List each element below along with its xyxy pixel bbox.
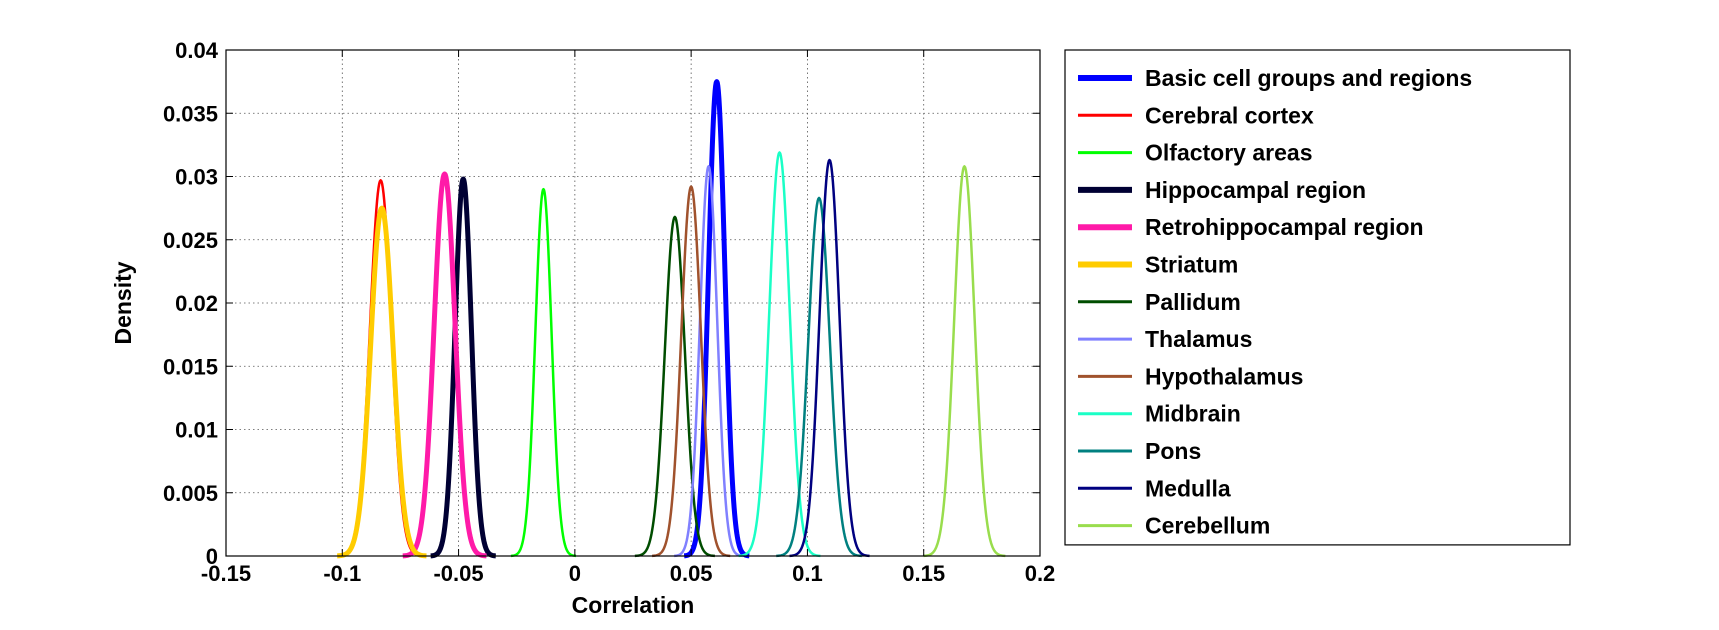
y-tick-label: 0.035 [163, 101, 218, 126]
y-tick-label: 0 [206, 544, 218, 569]
legend-box [1064, 49, 1571, 546]
legend-label: Striatum [1145, 252, 1238, 278]
series-line [738, 151, 822, 558]
series-line [335, 205, 429, 559]
series-line [428, 176, 498, 559]
legend-label: Olfactory areas [1145, 140, 1312, 166]
y-tick-label: 0.02 [175, 291, 218, 316]
density-curves [335, 79, 1006, 559]
series-line [682, 79, 752, 559]
y-tick-label: 0.03 [175, 165, 218, 190]
x-tick-label: -0.1 [323, 561, 361, 586]
series-line [673, 165, 744, 558]
series-line [788, 158, 871, 558]
x-tick-label: 0.2 [1025, 561, 1056, 586]
legend-label: Pons [1145, 438, 1201, 464]
series-line [775, 196, 863, 558]
legend-items: Basic cell groups and regions Cerebral co… [1078, 65, 1472, 539]
series-line [510, 187, 577, 558]
x-tick-label: 0.15 [902, 561, 945, 586]
series-line [922, 165, 1006, 558]
legend-label: Thalamus [1145, 326, 1252, 352]
y-tick-label: 0.01 [175, 418, 218, 443]
x-tick-label: -0.15 [201, 561, 251, 586]
x-tick-label: 0 [569, 561, 581, 586]
axis-ticks: -0.15 -0.1 -0.05 0 0.05 0.1 0.15 0.2 0 0.005 0.01 0… [163, 38, 1055, 586]
legend-label: Cerebellum [1145, 513, 1270, 539]
y-tick-label: 0.005 [163, 481, 218, 506]
x-axis-label: Correlation [572, 592, 695, 618]
series-line [400, 171, 489, 559]
legend-label: Hippocampal region [1145, 177, 1366, 203]
y-tick-label: 0.025 [163, 228, 218, 253]
legend-label: Pallidum [1145, 289, 1241, 315]
legend-label: Midbrain [1145, 401, 1241, 427]
legend-label: Retrohippocampal region [1145, 214, 1424, 240]
legend-label: Hypothalamus [1145, 363, 1303, 389]
legend-label: Basic cell groups and regions [1145, 65, 1472, 91]
legend-label: Cerebral cortex [1145, 102, 1314, 128]
series-line [651, 185, 731, 558]
y-tick-label: 0.015 [163, 354, 218, 379]
x-tick-label: 0.1 [792, 561, 823, 586]
x-tick-label: -0.05 [433, 561, 483, 586]
legend-label: Medulla [1145, 475, 1231, 501]
y-axis-label: Density [110, 261, 136, 344]
series-line [634, 215, 716, 558]
x-tick-label: 0.05 [670, 561, 713, 586]
legend: Basic cell groups and regions Cerebral co… [1064, 49, 1571, 546]
y-tick-label: 0.04 [175, 38, 219, 63]
